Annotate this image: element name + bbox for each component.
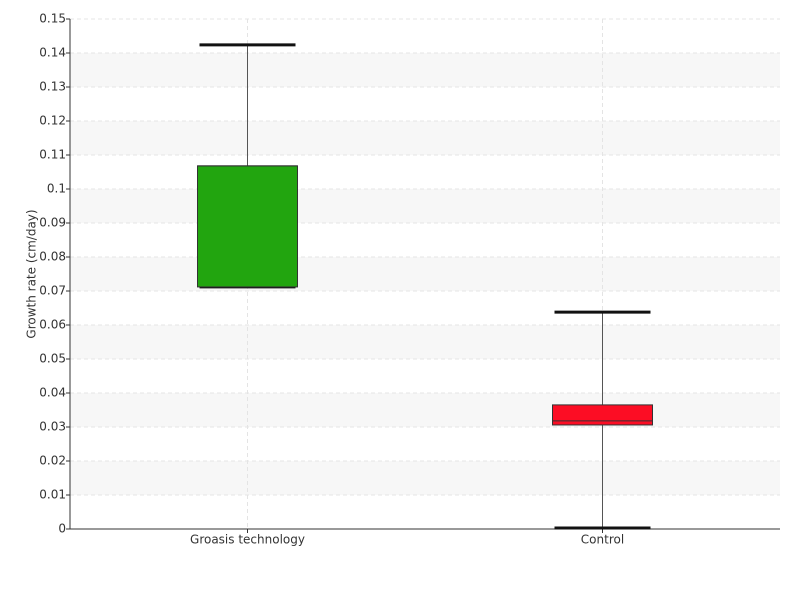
y-tick-label: 0.15 <box>39 12 66 26</box>
box <box>197 165 298 288</box>
grid-band <box>70 53 780 87</box>
y-tick-label: 0.12 <box>39 114 66 128</box>
y-tick-label: 0.06 <box>39 318 66 332</box>
grid-band <box>70 189 780 223</box>
grid-band <box>70 257 780 291</box>
grid-band <box>70 325 780 359</box>
grid-band <box>70 393 780 427</box>
y-tick-label: 0.05 <box>39 352 66 366</box>
grid-band <box>70 121 780 155</box>
y-tick-label: 0.08 <box>39 250 66 264</box>
grid-band <box>70 461 780 495</box>
y-tick-label: 0.02 <box>39 454 66 468</box>
y-tick-label: 0.11 <box>39 148 66 162</box>
y-tick-label: 0.14 <box>39 46 66 60</box>
y-axis-label: Growth rate (cm/day) <box>25 209 39 338</box>
y-tick-label: 0.09 <box>39 216 66 230</box>
y-tick-label: 0.01 <box>39 488 66 502</box>
box <box>552 404 653 426</box>
y-tick-label: 0.13 <box>39 80 66 94</box>
y-tick-label: 0 <box>58 522 66 536</box>
x-tick-label: Control <box>581 533 624 547</box>
y-tick-label: 0.03 <box>39 420 66 434</box>
y-tick-label: 0.04 <box>39 386 66 400</box>
y-tick-label: 0.07 <box>39 284 66 298</box>
x-tick-label: Groasis technology <box>190 533 305 547</box>
y-tick-label: 0.1 <box>47 182 66 196</box>
